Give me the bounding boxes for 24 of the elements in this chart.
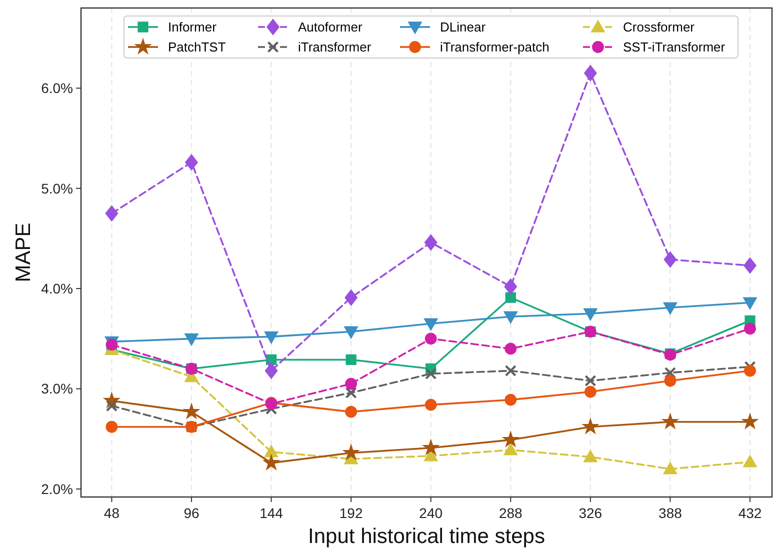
legend-label: iTransformer-patch <box>440 40 550 55</box>
y-tick-label: 4.0% <box>41 280 73 296</box>
x-tick-label: 48 <box>104 505 120 521</box>
x-tick-label: 388 <box>658 505 682 521</box>
legend-label: iTransformer <box>298 40 372 55</box>
legend-label: Autoformer <box>298 20 363 35</box>
x-tick-label: 96 <box>184 505 200 521</box>
x-tick-label: 192 <box>339 505 363 521</box>
y-tick-label: 3.0% <box>41 380 73 397</box>
x-tick-label: 240 <box>419 505 443 521</box>
x-tick-label: 326 <box>578 505 602 521</box>
x-tick-label: 432 <box>738 505 762 521</box>
legend-label: Crossformer <box>623 20 696 35</box>
x-tick-label: 144 <box>260 505 284 521</box>
x-tick-label: 288 <box>498 505 523 521</box>
y-tick-label: 5.0% <box>41 180 73 196</box>
y-axis-title: MAPE <box>12 222 35 282</box>
legend-label: Informer <box>168 20 218 35</box>
y-tick-label: 2.0% <box>41 480 73 497</box>
legend-label: PatchTST <box>168 40 226 55</box>
legend-label: SST-iTransformer <box>623 40 726 55</box>
y-tick-label: 6.0% <box>41 80 73 96</box>
x-axis-title: Input historical time steps <box>308 525 545 548</box>
legend-label: DLinear <box>440 20 486 35</box>
